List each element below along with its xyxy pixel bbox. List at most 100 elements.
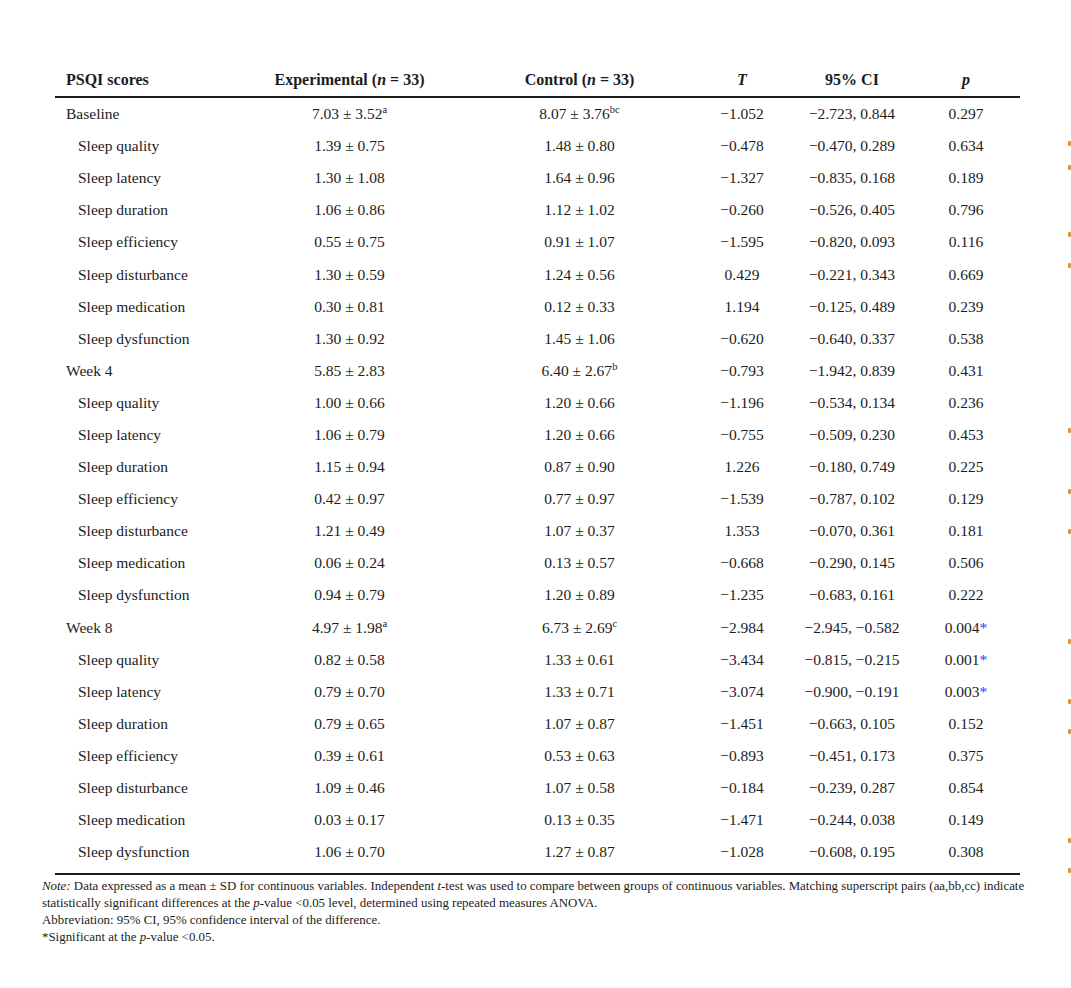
table-row: Sleep disturbance1.21 ± 0.491.07 ± 0.371… — [55, 515, 1020, 547]
cell-control-mean-sd: 0.53 ± 0.63 — [467, 740, 692, 772]
cell-95ci: −0.534, 0.134 — [792, 387, 912, 419]
table-row: Sleep quality1.00 ± 0.661.20 ± 0.66−1.19… — [55, 387, 1020, 419]
cell-p-value: 0.796 — [912, 194, 1020, 226]
cell-95ci: −0.526, 0.405 — [792, 194, 912, 226]
cell-experimental-mean-sd: 1.00 ± 0.66 — [232, 387, 467, 419]
cell-control-mean-sd: 6.40 ± 2.67b — [467, 355, 692, 387]
cell-control-mean-sd: 1.64 ± 0.96 — [467, 162, 692, 194]
table-row: Sleep dysfunction0.94 ± 0.791.20 ± 0.89−… — [55, 579, 1020, 611]
cell-row-label: Sleep duration — [55, 194, 232, 226]
column-header-95ci: 95% CI — [792, 65, 912, 97]
cell-control-mean-sd: 1.07 ± 0.87 — [467, 708, 692, 740]
cell-experimental-mean-sd: 0.55 ± 0.75 — [232, 226, 467, 258]
table-row: Sleep quality1.39 ± 0.751.48 ± 0.80−0.47… — [55, 130, 1020, 162]
table-row: Sleep duration1.06 ± 0.861.12 ± 1.02−0.2… — [55, 194, 1020, 226]
cell-p-value: 0.181 — [912, 515, 1020, 547]
cell-control-mean-sd: 1.20 ± 0.89 — [467, 579, 692, 611]
cell-control-mean-sd: 1.33 ± 0.61 — [467, 644, 692, 676]
cell-95ci: −0.509, 0.230 — [792, 419, 912, 451]
cell-t-statistic: −1.471 — [692, 804, 792, 836]
table-row: Sleep medication0.06 ± 0.240.13 ± 0.57−0… — [55, 547, 1020, 579]
cell-p-value: 0.506 — [912, 547, 1020, 579]
cell-t-statistic: −1.196 — [692, 387, 792, 419]
cell-t-statistic: −0.755 — [692, 419, 792, 451]
cell-experimental-mean-sd: 1.30 ± 0.59 — [232, 258, 467, 290]
cell-t-statistic: −1.028 — [692, 836, 792, 868]
cell-t-statistic: 1.194 — [692, 291, 792, 323]
cell-row-label: Sleep efficiency — [55, 226, 232, 258]
table-row: Sleep quality0.82 ± 0.581.33 ± 0.61−3.43… — [55, 644, 1020, 676]
cell-row-label: Week 4 — [55, 355, 232, 387]
cell-95ci: −0.125, 0.489 — [792, 291, 912, 323]
cell-row-label: Sleep medication — [55, 547, 232, 579]
cell-t-statistic: −3.074 — [692, 676, 792, 708]
cell-t-statistic: −1.052 — [692, 97, 792, 130]
cell-row-label: Sleep dysfunction — [55, 323, 232, 355]
cell-control-mean-sd: 1.07 ± 0.37 — [467, 515, 692, 547]
cell-t-statistic: 1.353 — [692, 515, 792, 547]
footnote-abbreviation: Abbreviation: 95% CI, 95% confidence int… — [42, 912, 1037, 929]
cell-control-mean-sd: 0.13 ± 0.35 — [467, 804, 692, 836]
cell-p-value: 0.431 — [912, 355, 1020, 387]
cell-control-mean-sd: 0.87 ± 0.90 — [467, 451, 692, 483]
cell-experimental-mean-sd: 1.39 ± 0.75 — [232, 130, 467, 162]
cell-control-mean-sd: 0.13 ± 0.57 — [467, 547, 692, 579]
cell-experimental-mean-sd: 7.03 ± 3.52a — [232, 97, 467, 130]
significance-asterisk: * — [980, 651, 988, 668]
cell-95ci: −0.663, 0.105 — [792, 708, 912, 740]
table-body: Baseline7.03 ± 3.52a8.07 ± 3.76bc−1.052−… — [55, 97, 1020, 868]
superscript-marker: c — [612, 618, 617, 629]
cell-control-mean-sd: 1.27 ± 0.87 — [467, 836, 692, 868]
header-row: PSQI scores Experimental (n = 33) Contro… — [55, 65, 1020, 97]
cell-t-statistic: −1.539 — [692, 483, 792, 515]
cell-95ci: −0.900, −0.191 — [792, 676, 912, 708]
cell-95ci: −2.945, −0.582 — [792, 612, 912, 644]
table-row: Sleep dysfunction1.30 ± 0.921.45 ± 1.06−… — [55, 323, 1020, 355]
cell-p-value: 0.225 — [912, 451, 1020, 483]
cell-95ci: −0.239, 0.287 — [792, 772, 912, 804]
cell-p-value: 0.116 — [912, 226, 1020, 258]
column-header-experimental: Experimental (n = 33) — [232, 65, 467, 97]
cell-row-label: Sleep duration — [55, 451, 232, 483]
significance-asterisk: * — [980, 619, 988, 636]
table-row: Sleep efficiency0.39 ± 0.610.53 ± 0.63−0… — [55, 740, 1020, 772]
cell-p-value: 0.004* — [912, 612, 1020, 644]
table-row: Sleep efficiency0.55 ± 0.750.91 ± 1.07−1… — [55, 226, 1020, 258]
cell-control-mean-sd: 0.91 ± 1.07 — [467, 226, 692, 258]
cell-row-label: Sleep efficiency — [55, 740, 232, 772]
cell-row-label: Baseline — [55, 97, 232, 130]
cell-p-value: 0.236 — [912, 387, 1020, 419]
cell-control-mean-sd: 6.73 ± 2.69c — [467, 612, 692, 644]
cell-95ci: −0.683, 0.161 — [792, 579, 912, 611]
cell-row-label: Sleep quality — [55, 387, 232, 419]
cell-experimental-mean-sd: 0.30 ± 0.81 — [232, 291, 467, 323]
cell-row-label: Sleep medication — [55, 291, 232, 323]
cell-p-value: 0.149 — [912, 804, 1020, 836]
cell-row-label: Sleep efficiency — [55, 483, 232, 515]
cell-control-mean-sd: 1.20 ± 0.66 — [467, 387, 692, 419]
cell-row-label: Sleep disturbance — [55, 258, 232, 290]
cell-control-mean-sd: 0.12 ± 0.33 — [467, 291, 692, 323]
table-row: Week 84.97 ± 1.98a6.73 ± 2.69c−2.984−2.9… — [55, 612, 1020, 644]
cell-experimental-mean-sd: 5.85 ± 2.83 — [232, 355, 467, 387]
cell-p-value: 0.222 — [912, 579, 1020, 611]
superscript-marker: b — [612, 361, 617, 372]
cell-95ci: −0.820, 0.093 — [792, 226, 912, 258]
table-header: PSQI scores Experimental (n = 33) Contro… — [55, 65, 1020, 97]
column-header-control: Control (n = 33) — [467, 65, 692, 97]
cell-95ci: −0.451, 0.173 — [792, 740, 912, 772]
psqi-scores-table: PSQI scores Experimental (n = 33) Contro… — [55, 65, 1020, 868]
cell-experimental-mean-sd: 0.03 ± 0.17 — [232, 804, 467, 836]
cell-95ci: −0.787, 0.102 — [792, 483, 912, 515]
cell-p-value: 0.669 — [912, 258, 1020, 290]
footnote-significance: *Significant at the p-value <0.05. — [42, 929, 1037, 946]
cell-experimental-mean-sd: 1.21 ± 0.49 — [232, 515, 467, 547]
cell-t-statistic: −3.434 — [692, 644, 792, 676]
cell-experimental-mean-sd: 0.42 ± 0.97 — [232, 483, 467, 515]
cell-experimental-mean-sd: 1.15 ± 0.94 — [232, 451, 467, 483]
cell-control-mean-sd: 1.20 ± 0.66 — [467, 419, 692, 451]
cell-t-statistic: −1.451 — [692, 708, 792, 740]
cell-95ci: −0.815, −0.215 — [792, 644, 912, 676]
table-bottom-rule — [55, 873, 1020, 875]
cell-row-label: Week 8 — [55, 612, 232, 644]
